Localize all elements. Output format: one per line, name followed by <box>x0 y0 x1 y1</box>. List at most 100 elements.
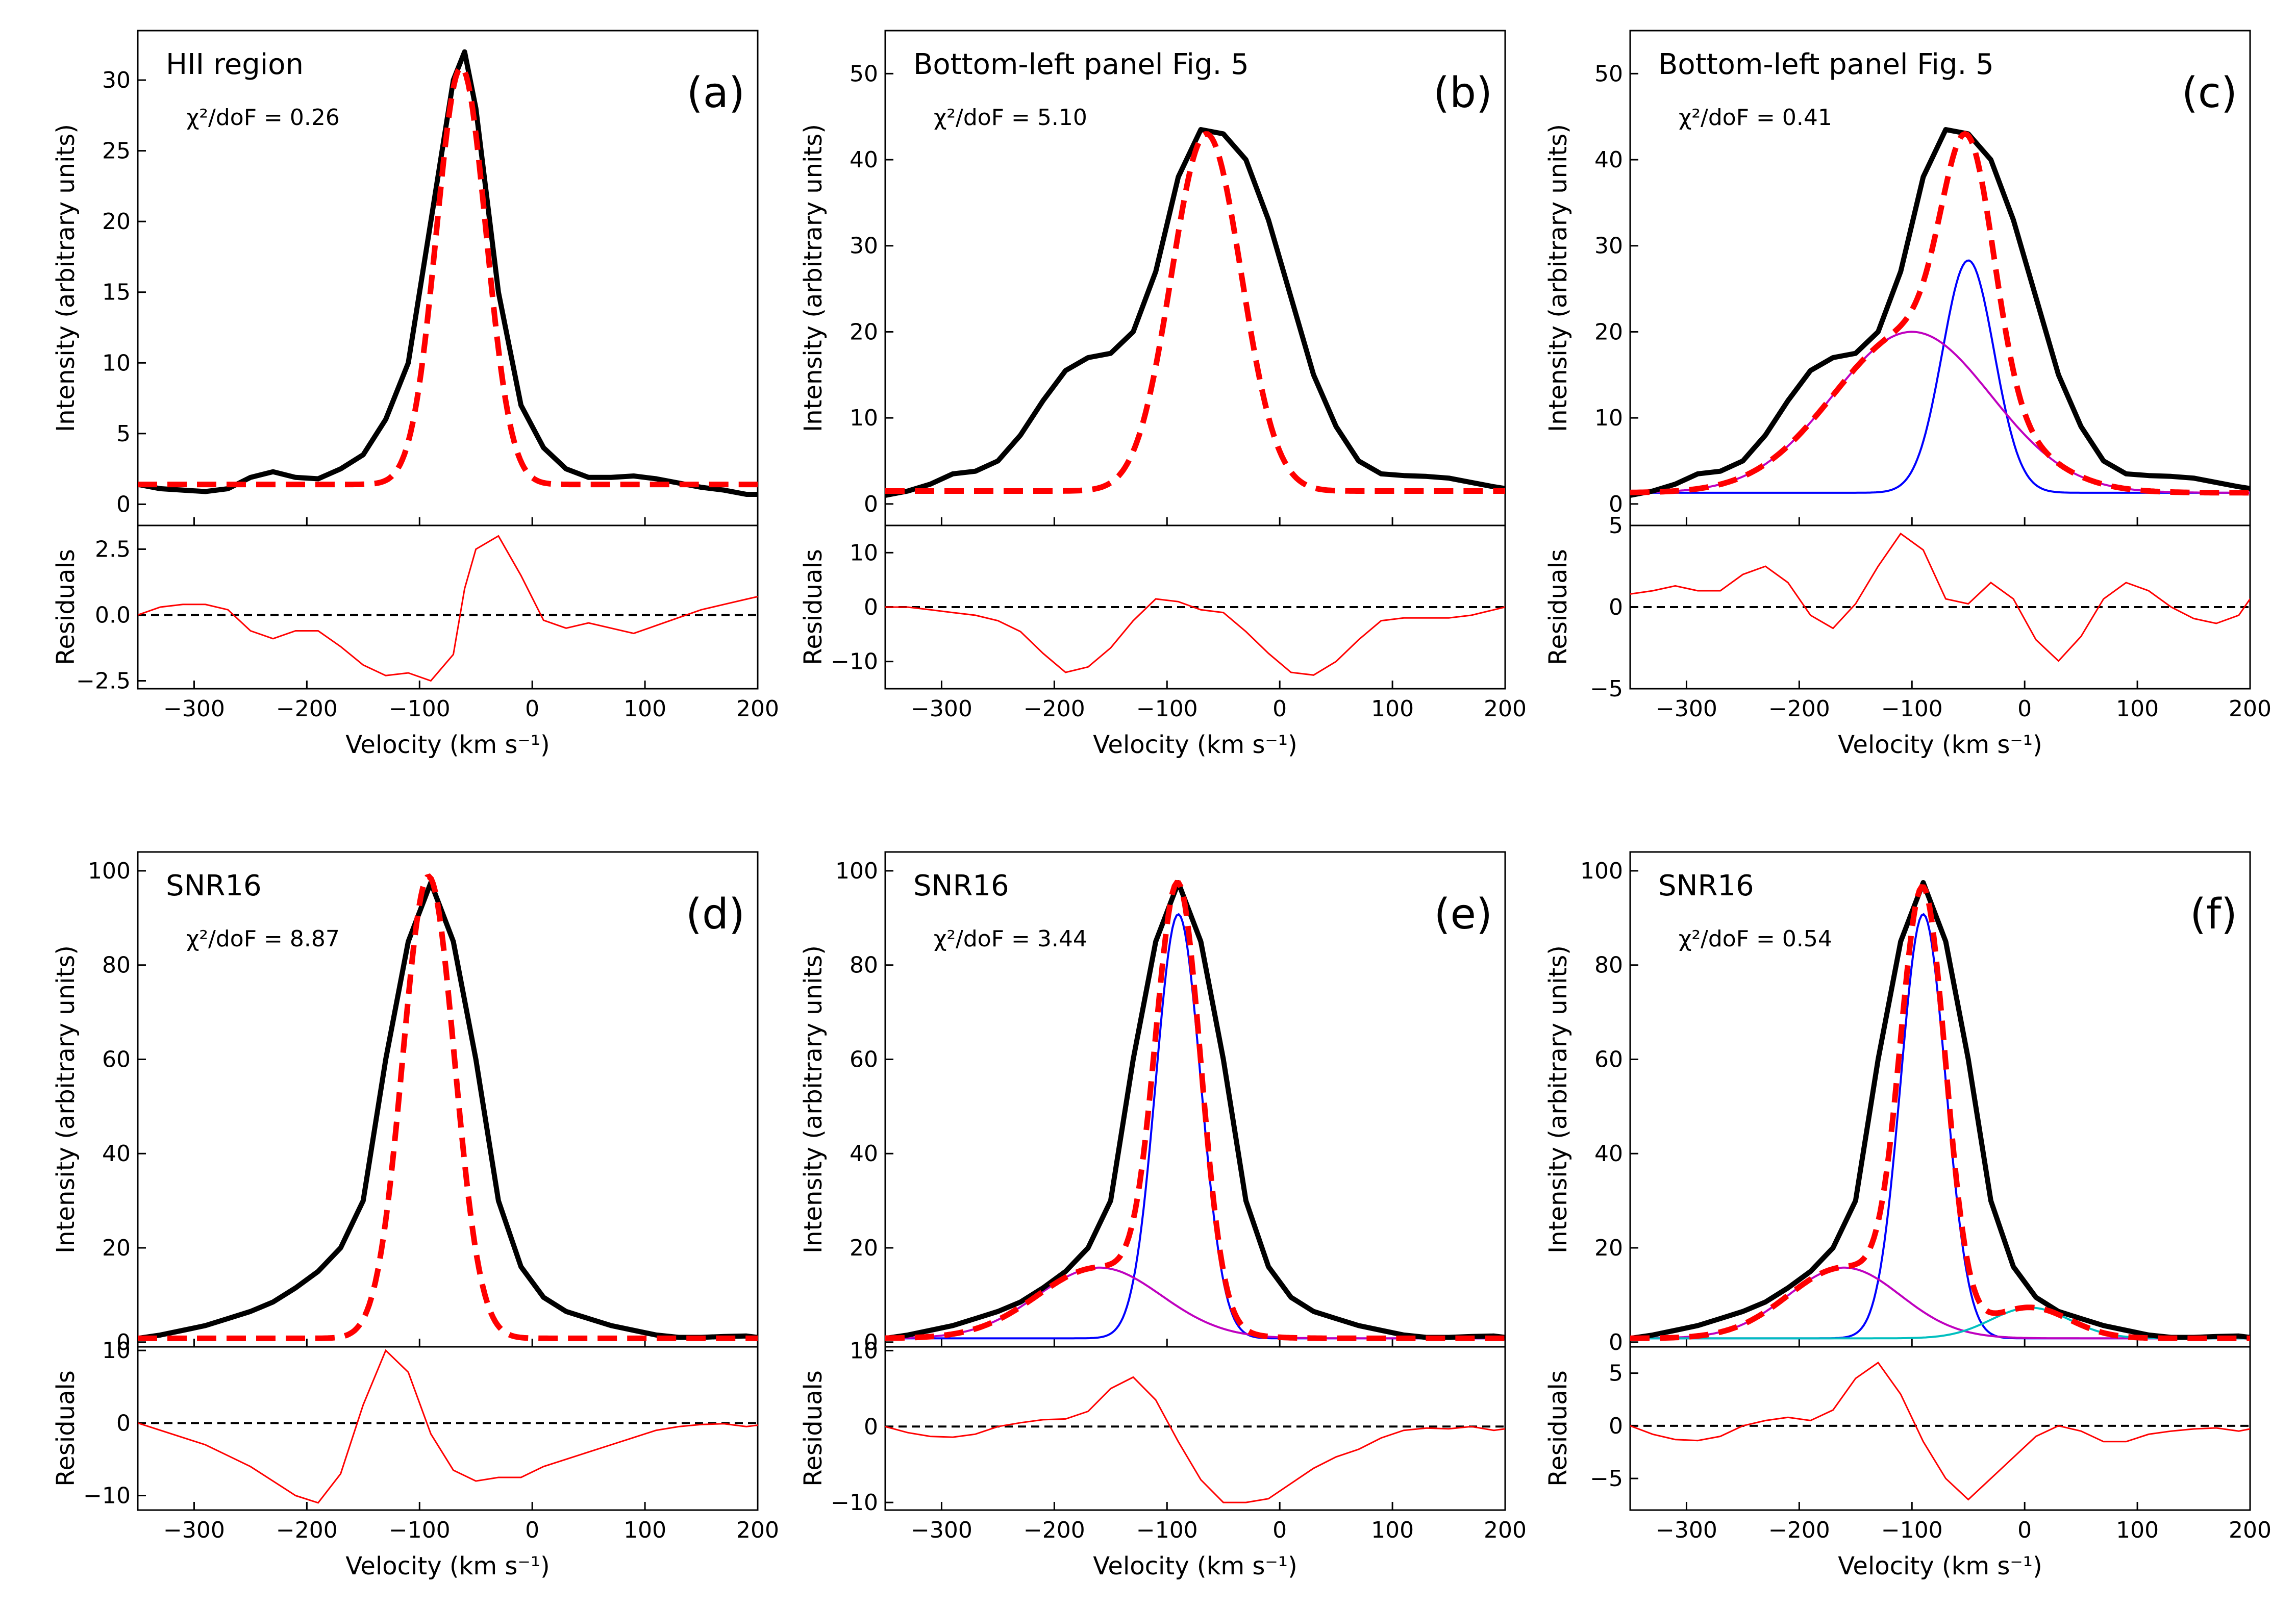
y-tick-label: 80 <box>102 952 131 978</box>
x-axis-label: Velocity (km s⁻¹) <box>1838 731 2042 759</box>
res-y-tick-label: 0.0 <box>95 602 131 628</box>
res-y-tick-label: 0 <box>864 594 878 620</box>
y-tick-label: 0 <box>1609 1329 1623 1355</box>
x-tick-label: 0 <box>2017 1517 2032 1543</box>
y-axis-label: Intensity (arbitrary units) <box>799 124 828 432</box>
series-group <box>885 880 1505 1341</box>
y-tick-label: 10 <box>1594 405 1623 431</box>
panel-a: 0 5 10 15 20 25 30 −2.5 0.0 2.5 −300 −200 −100 0 100 20… <box>52 30 779 759</box>
y-tick-label: 40 <box>102 1141 131 1167</box>
y-tick-label: 50 <box>1594 61 1623 87</box>
y-tick-label: 0 <box>864 491 878 517</box>
x-tick-label: 0 <box>2017 696 2032 722</box>
chi2-label: χ²/doF = 8.87 <box>186 926 340 952</box>
res-y-tick-label: 0 <box>1609 1413 1623 1439</box>
model-fit-line <box>885 131 1505 494</box>
series-group <box>1630 880 2250 1341</box>
res-y-tick-label: −5 <box>1590 676 1623 702</box>
y-tick-label: 60 <box>102 1046 131 1072</box>
x-tick-label: 200 <box>1484 1517 1527 1543</box>
residual-axis-label: Residuals <box>52 1370 80 1487</box>
x-tick-label: −200 <box>1024 696 1085 722</box>
y-tick-label: 100 <box>835 858 878 884</box>
observed-profile-line <box>1630 880 2250 1341</box>
x-tick-label: 200 <box>736 696 779 722</box>
series-group <box>885 127 1505 498</box>
res-y-tick-label: 0 <box>864 1414 878 1440</box>
y-tick-label: 0 <box>1609 491 1623 517</box>
residual-axis-label: Residuals <box>799 549 828 665</box>
residual-group <box>1630 532 2250 662</box>
model-fit-line <box>1630 884 2250 1341</box>
panel-letter: (f) <box>2190 890 2237 939</box>
y-tick-label: 10 <box>102 350 131 376</box>
x-tick-label: 100 <box>1371 696 1414 722</box>
x-axis-label: Velocity (km s⁻¹) <box>345 1552 550 1580</box>
y-tick-label: 0 <box>116 491 131 517</box>
observed-profile-line <box>885 127 1505 498</box>
residual-group <box>138 1349 758 1504</box>
panel-title: Bottom-left panel Fig. 5 <box>913 48 1249 81</box>
y-tick-label: 100 <box>1580 858 1623 884</box>
x-tick-label: 0 <box>1272 696 1287 722</box>
y-axis-label: Intensity (arbitrary units) <box>799 945 828 1253</box>
x-tick-label: 100 <box>1371 1517 1414 1543</box>
panel-letter: (c) <box>2182 69 2237 117</box>
residual-axes-frame <box>137 1346 759 1511</box>
y-tick-label: 40 <box>1594 1141 1623 1167</box>
residual-group <box>885 1376 1505 1503</box>
y-tick-label: 20 <box>102 209 131 235</box>
x-tick-label: −300 <box>1656 696 1717 722</box>
x-tick-label: 0 <box>1272 1517 1287 1543</box>
residual-line <box>1630 1361 2250 1501</box>
x-tick-label: −200 <box>1768 1517 1830 1543</box>
observed-profile-line <box>1630 127 2250 498</box>
model-fit-line <box>1630 131 2250 496</box>
chi2-label: χ²/doF = 0.26 <box>186 105 340 131</box>
x-tick-label: 200 <box>736 1517 779 1543</box>
res-y-tick-label: −5 <box>1590 1466 1623 1492</box>
res-y-tick-label: −10 <box>831 1490 878 1516</box>
model-fit-line <box>885 880 1505 1341</box>
y-tick-label: 100 <box>88 858 131 884</box>
series-group <box>138 873 758 1341</box>
res-y-tick-label: 0 <box>116 1410 131 1436</box>
res-y-tick-label: 5 <box>1609 1361 1623 1387</box>
x-tick-label: 100 <box>2116 1517 2159 1543</box>
y-tick-label: 30 <box>102 67 131 93</box>
y-tick-label: 5 <box>116 421 131 447</box>
series-group <box>138 49 758 497</box>
x-tick-label: −300 <box>163 696 225 722</box>
panel-letter: (d) <box>686 890 745 939</box>
residual-axes-frame <box>884 1346 1506 1511</box>
panel-title: SNR16 <box>166 869 262 902</box>
model-fit-line <box>138 64 758 488</box>
y-tick-label: 30 <box>850 233 878 259</box>
y-tick-label: 30 <box>1594 233 1623 259</box>
panel-letter: (a) <box>687 69 745 117</box>
residual-axes-frame <box>1629 1346 2251 1511</box>
residual-line <box>1630 532 2250 662</box>
chi2-label: χ²/doF = 5.10 <box>934 105 1087 131</box>
y-tick-label: 60 <box>1594 1046 1623 1072</box>
x-tick-label: 100 <box>623 696 666 722</box>
y-tick-label: 50 <box>850 61 878 87</box>
x-tick-label: 0 <box>525 696 539 722</box>
model-fit-line <box>138 873 758 1341</box>
y-tick-label: 40 <box>1594 147 1623 173</box>
x-tick-label: −200 <box>1024 1517 1085 1543</box>
panel-title: HII region <box>166 48 304 81</box>
y-tick-label: 40 <box>850 1141 878 1167</box>
x-tick-label: −100 <box>1136 1517 1198 1543</box>
x-tick-label: −300 <box>911 1517 972 1543</box>
x-tick-label: −100 <box>389 1517 451 1543</box>
y-tick-label: 0 <box>864 1329 878 1355</box>
residual-axes-frame <box>137 524 759 690</box>
x-tick-label: −300 <box>1656 1517 1717 1543</box>
y-tick-label: 10 <box>850 405 878 431</box>
